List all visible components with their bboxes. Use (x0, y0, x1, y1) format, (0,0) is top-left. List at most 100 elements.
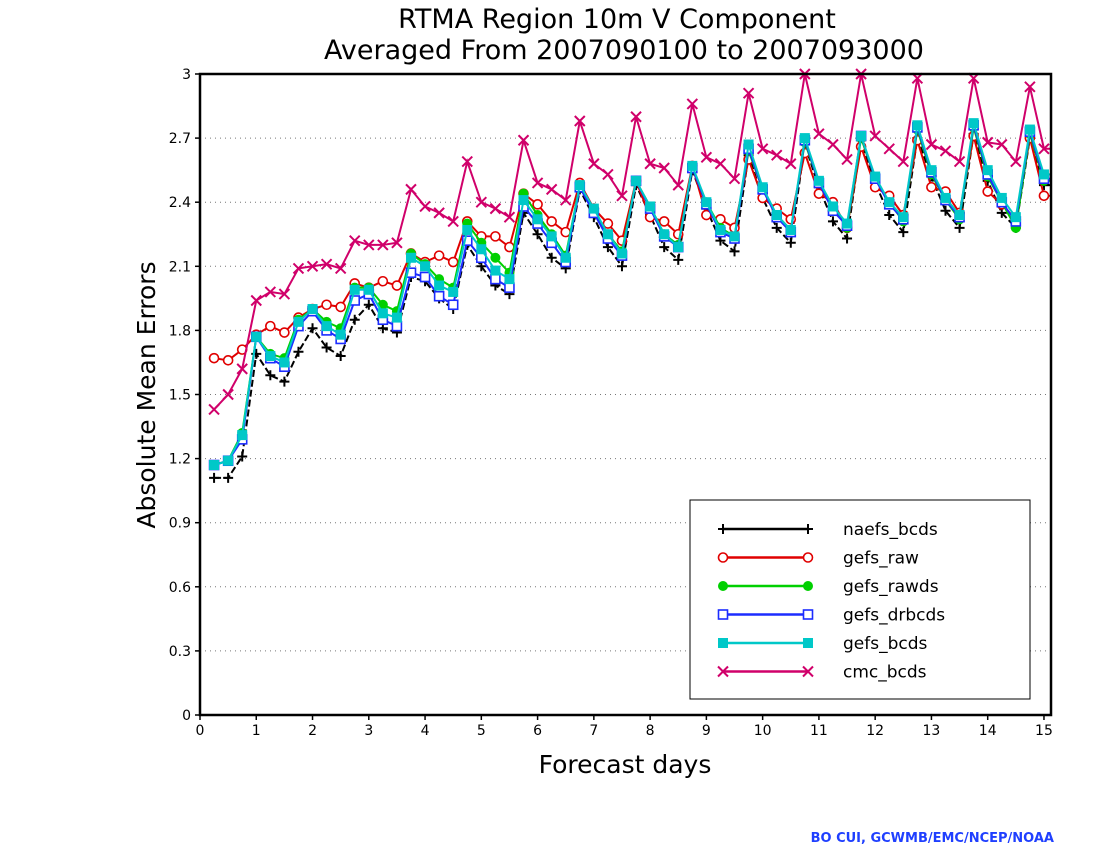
data-point (883, 143, 895, 155)
data-point (717, 609, 729, 620)
y-tick-label: 0.6 (169, 580, 191, 596)
data-point (405, 252, 416, 263)
y-axis-label: Absolute Mean Errors (132, 261, 161, 528)
y-tick-label: 0 (182, 708, 191, 724)
legend-label: gefs_bcds (843, 634, 928, 654)
data-point (870, 171, 881, 182)
data-point (802, 665, 814, 678)
data-point (292, 262, 305, 275)
data-point (630, 111, 642, 123)
data-point (476, 244, 487, 255)
data-point (223, 455, 234, 466)
data-point (433, 207, 445, 219)
data-point (433, 250, 445, 261)
data-point (377, 239, 389, 251)
data-point (631, 175, 642, 186)
data-point (447, 299, 459, 311)
data-point (377, 308, 388, 319)
data-point (208, 403, 220, 416)
data-point (803, 524, 813, 534)
data-point (771, 222, 782, 233)
data-point (490, 273, 501, 285)
data-point (982, 186, 994, 197)
data-point (842, 218, 853, 229)
data-point (447, 215, 459, 228)
data-point (842, 233, 853, 244)
data-point (391, 312, 402, 323)
x-tick-label: 14 (979, 723, 997, 739)
x-tick-label: 10 (754, 723, 772, 739)
data-point (658, 162, 670, 174)
data-point (729, 246, 740, 257)
data-point (940, 205, 951, 216)
legend-item: gefs_raw (717, 549, 919, 569)
data-point (718, 581, 728, 591)
legend-box (689, 499, 1031, 700)
series-gefs-rawds (209, 122, 1051, 471)
data-point (1038, 143, 1050, 155)
data-point (1024, 81, 1036, 93)
data-point (718, 638, 728, 648)
data-point (504, 282, 515, 293)
data-point (869, 130, 881, 142)
data-point (700, 151, 713, 164)
data-point (856, 130, 867, 141)
legend-label: gefs_raw (843, 549, 919, 569)
data-point (307, 304, 318, 315)
data-point (321, 321, 332, 332)
legend-item: gefs_drbcds (717, 606, 945, 626)
data-point (574, 180, 585, 191)
data-point (771, 149, 783, 161)
data-point (954, 222, 965, 233)
series-gefs-bcds (209, 118, 1051, 471)
data-point (307, 323, 318, 334)
data-point (265, 370, 276, 381)
data-point (349, 234, 361, 247)
data-point (884, 210, 895, 221)
data-point (475, 196, 488, 208)
x-tick-label: 11 (810, 723, 828, 739)
data-point (757, 182, 768, 193)
data-point (756, 143, 769, 155)
data-point (532, 214, 543, 225)
data-point (490, 252, 501, 263)
data-point (574, 115, 586, 127)
data-point (1010, 155, 1022, 168)
data-point (912, 120, 923, 131)
data-point (672, 179, 684, 191)
data-point (363, 299, 374, 310)
legend: naefs_bcds gefs_raw gefs_rawds gefs_drbcdsg… (689, 499, 1031, 700)
series-line (213, 73, 1051, 411)
data-point (531, 177, 544, 189)
data-point (335, 301, 346, 313)
data-point (701, 197, 712, 208)
x-tick-label: 8 (646, 723, 655, 739)
x-tick-label: 6 (533, 723, 542, 739)
data-point (802, 552, 814, 563)
data-point (803, 638, 813, 648)
data-point (785, 224, 796, 235)
data-point (517, 134, 530, 146)
data-point (940, 192, 951, 203)
data-point (209, 472, 220, 483)
data-point (560, 194, 572, 206)
y-tick-label: 1.5 (169, 388, 191, 404)
data-point (982, 165, 993, 176)
data-point (321, 299, 332, 311)
data-point (546, 252, 557, 263)
data-point (447, 256, 459, 268)
credit-text: BO CUI, GCWMB/EMC/NCEP/NOAA (810, 831, 1054, 846)
data-point (616, 190, 628, 202)
y-tick-label: 1.8 (169, 323, 191, 339)
data-point (968, 118, 979, 129)
legend-label: naefs_bcds (843, 520, 938, 540)
data-point (602, 168, 614, 181)
data-point (673, 242, 684, 253)
y-tick-label: 2.1 (169, 259, 191, 275)
data-point (265, 320, 276, 332)
data-point (335, 351, 346, 362)
data-point (1038, 190, 1050, 202)
data-point (237, 430, 248, 441)
data-point (545, 183, 558, 196)
x-axis: 0 1 2 3 4 5 6 7 8 9 10 11 12 13 14 15 (196, 715, 1053, 739)
